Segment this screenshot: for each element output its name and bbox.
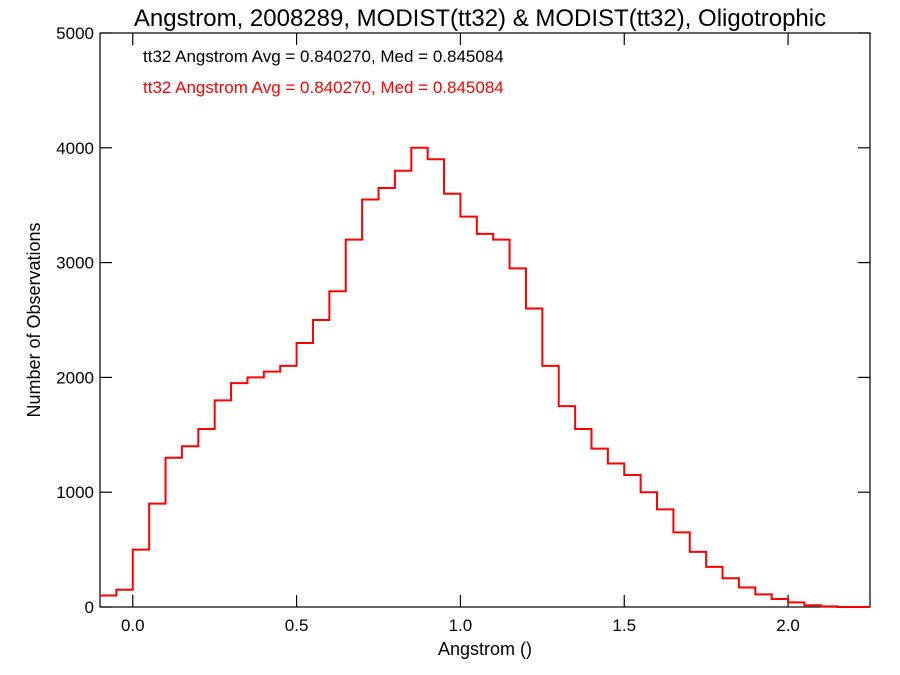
x-tick-label: 2.0 [776,616,800,635]
x-tick-label: 1.5 [612,616,636,635]
annotation-red: tt32 Angstrom Avg = 0.840270, Med = 0.84… [143,78,504,97]
y-tick-label: 2000 [56,368,94,387]
plot-frame [99,32,871,608]
y-tick-label: 1000 [56,483,94,502]
y-axis-label: Number of Observations [24,222,44,417]
y-tick-label: 0 [85,598,94,617]
x-axis-label: Angstrom () [438,639,532,659]
annotation-black: tt32 Angstrom Avg = 0.840270, Med = 0.84… [143,47,504,66]
y-tick-label: 3000 [56,254,94,273]
x-tick-label: 0.0 [121,616,145,635]
y-tick-label: 5000 [56,24,94,43]
series-line [100,146,870,608]
y-tick-label: 4000 [56,139,94,158]
x-tick-label: 0.5 [285,616,309,635]
x-tick-label: 1.0 [449,616,473,635]
chart-title: Angstrom, 2008289, MODIST(tt32) & MODIST… [134,5,826,32]
